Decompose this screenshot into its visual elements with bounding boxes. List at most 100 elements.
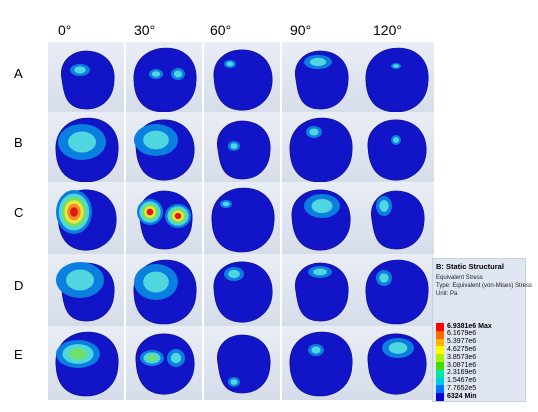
- stress-hotspot: [68, 131, 96, 153]
- column-header-0: 0°: [58, 22, 72, 38]
- bone-model: [367, 119, 427, 181]
- stress-hotspot: [146, 208, 154, 216]
- stress-hotspot: [70, 207, 78, 217]
- legend-unit: Unit: Pa: [436, 291, 458, 297]
- stress-hotspot: [143, 271, 169, 293]
- legend-value: 3.0871e6: [447, 361, 477, 369]
- legend-swatch: [436, 385, 444, 394]
- stress-hotspot: [393, 137, 399, 143]
- stress-hotspot: [151, 71, 161, 77]
- stress-hotspot: [66, 269, 94, 291]
- legend-swatch: [436, 338, 444, 347]
- contour-image-b-0: [48, 112, 124, 186]
- stress-hotspot: [230, 379, 238, 385]
- stress-hotspot: [393, 64, 399, 68]
- contour-image-b-2: [204, 112, 280, 186]
- bone-model: [213, 261, 273, 323]
- stress-hotspot: [222, 201, 230, 207]
- legend-value: 2.3169e6: [447, 369, 477, 377]
- contour-image-d-4: [358, 254, 434, 328]
- contour-image-c-2: [204, 182, 280, 256]
- contour-image-e-2: [204, 326, 280, 400]
- column-header-90: 90°: [290, 22, 312, 38]
- contour-image-b-3: [282, 112, 358, 186]
- bone-model: [289, 117, 353, 183]
- stress-hotspot: [379, 273, 389, 283]
- legend-swatch: [436, 354, 444, 363]
- legend-type: Type: Equivalent (von-Mises) Stress: [436, 283, 533, 289]
- stress-contour-grid: [48, 40, 434, 410]
- bone-model: [135, 333, 195, 395]
- bone-model: [365, 47, 429, 113]
- column-header-120: 120°: [373, 22, 402, 38]
- legend-swatch: [436, 362, 444, 370]
- stress-hotspot: [230, 143, 238, 149]
- legend-swatch: [436, 393, 444, 402]
- contour-image-a-4: [358, 42, 434, 116]
- stress-hotspot: [309, 57, 327, 67]
- legend-swatch: [436, 346, 444, 355]
- stress-hotspot: [170, 352, 182, 364]
- contour-image-b-1: [126, 112, 202, 186]
- contour-image-d-1: [126, 254, 202, 328]
- column-header-60: 60°: [210, 22, 232, 38]
- legend-value: 3.8573e6: [447, 353, 477, 361]
- legend-value: 5.3977e6: [447, 338, 477, 346]
- contour-image-e-3: [282, 326, 358, 400]
- stress-hotspot: [226, 61, 234, 67]
- column-header-30: 30°: [134, 22, 156, 38]
- legend-quantity: Equivalent Stress: [436, 275, 483, 281]
- contour-image-a-2: [204, 42, 280, 116]
- contour-image-e-0: [48, 326, 124, 400]
- contour-image-c-3: [282, 182, 358, 256]
- legend-swatch: [436, 323, 444, 331]
- legend-swatch: [436, 330, 444, 339]
- stress-hotspot: [388, 342, 408, 354]
- stress-hotspot: [309, 128, 319, 136]
- legend-value: 1.5467e6: [447, 377, 477, 385]
- bone-model: [133, 47, 197, 113]
- contour-image-e-1: [126, 326, 202, 400]
- contour-image-c-0: [48, 182, 124, 256]
- stress-hotspot: [311, 199, 333, 213]
- contour-image-d-0: [48, 254, 124, 328]
- contour-image-b-4: [358, 112, 434, 186]
- stress-hotspot: [311, 346, 321, 354]
- contour-image-a-3: [282, 42, 358, 116]
- contour-image-a-0: [48, 42, 124, 116]
- row-header-d: D: [14, 278, 24, 293]
- stress-hotspot: [147, 354, 157, 362]
- stress-hotspot: [174, 212, 182, 220]
- bone-model: [213, 49, 273, 111]
- legend-value: 6.1679e6: [447, 330, 477, 338]
- legend-swatch: [436, 377, 444, 386]
- legend-value: 7.7652e5: [447, 384, 477, 392]
- contour-image-d-3: [282, 254, 358, 328]
- stress-hotspot: [313, 268, 327, 276]
- bone-model: [295, 262, 349, 322]
- row-header-a: A: [14, 66, 23, 81]
- bone-model: [211, 187, 275, 253]
- bone-model: [289, 331, 353, 397]
- stress-hotspot: [68, 348, 88, 360]
- stress-hotspot: [143, 130, 169, 150]
- bone-model: [61, 50, 115, 110]
- stress-hotspot: [379, 200, 389, 212]
- row-header-b: B: [14, 135, 23, 150]
- legend-value: 4.6275e6: [447, 345, 477, 353]
- contour-image-d-2: [204, 254, 280, 328]
- contour-image-a-1: [126, 42, 202, 116]
- stress-hotspot: [74, 66, 86, 74]
- legend-title: B: Static Structural: [436, 262, 504, 271]
- legend-value: 6.9381e6 Max: [447, 322, 492, 330]
- legend-swatch: [436, 369, 444, 378]
- stress-hotspot: [173, 70, 183, 78]
- contour-image-c-1: [126, 182, 202, 256]
- row-header-e: E: [14, 347, 23, 362]
- bone-model: [217, 120, 271, 180]
- contour-image-c-4: [358, 182, 434, 256]
- row-header-c: C: [14, 205, 24, 220]
- legend-value: 6324 Min: [447, 392, 477, 400]
- contour-image-e-4: [358, 326, 434, 400]
- stress-legend: B: Static Structural Equivalent Stress T…: [432, 258, 532, 402]
